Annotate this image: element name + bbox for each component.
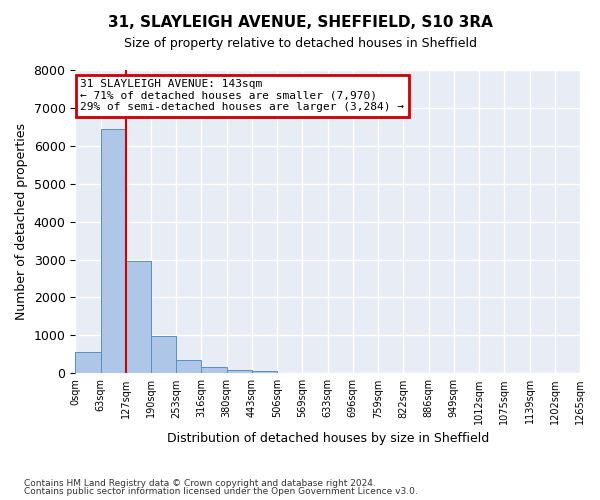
- Bar: [126, 262, 151, 374]
- Text: Contains HM Land Registry data © Crown copyright and database right 2024.: Contains HM Land Registry data © Crown c…: [24, 478, 376, 488]
- Text: 31 SLAYLEIGH AVENUE: 143sqm
← 71% of detached houses are smaller (7,970)
29% of : 31 SLAYLEIGH AVENUE: 143sqm ← 71% of det…: [80, 79, 404, 112]
- X-axis label: Distribution of detached houses by size in Sheffield: Distribution of detached houses by size …: [167, 432, 489, 445]
- Bar: [75, 352, 101, 374]
- Bar: [151, 336, 176, 374]
- Bar: [202, 367, 227, 374]
- Bar: [176, 360, 202, 374]
- Text: Size of property relative to detached houses in Sheffield: Size of property relative to detached ho…: [124, 38, 476, 51]
- Text: Contains public sector information licensed under the Open Government Licence v3: Contains public sector information licen…: [24, 487, 418, 496]
- Bar: [252, 371, 277, 374]
- Bar: [101, 129, 126, 374]
- Text: 31, SLAYLEIGH AVENUE, SHEFFIELD, S10 3RA: 31, SLAYLEIGH AVENUE, SHEFFIELD, S10 3RA: [107, 15, 493, 30]
- Bar: [227, 370, 252, 374]
- Y-axis label: Number of detached properties: Number of detached properties: [15, 123, 28, 320]
